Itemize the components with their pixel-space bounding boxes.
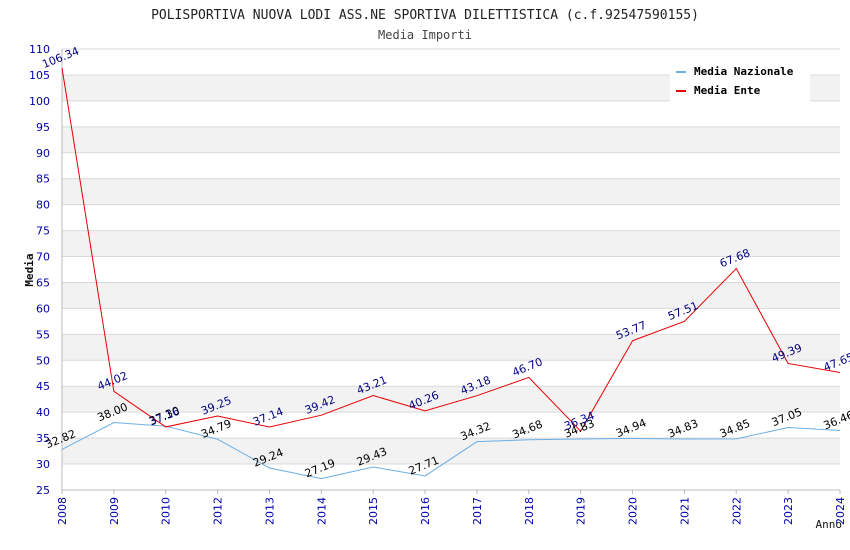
grid-band — [62, 126, 840, 153]
grid-band — [62, 386, 840, 413]
y-tick-label: 65 — [36, 276, 50, 289]
grid-band — [62, 230, 840, 257]
y-tick-label: 90 — [36, 147, 50, 160]
data-label: 34.83 — [666, 417, 700, 441]
grid-band — [62, 282, 840, 309]
data-label: 34.79 — [199, 417, 233, 441]
y-tick-label: 85 — [36, 173, 50, 186]
x-tick-label: 2014 — [315, 497, 328, 525]
x-tick-label: 2020 — [627, 497, 640, 525]
y-tick-label: 40 — [36, 406, 50, 419]
y-tick-label: 110 — [29, 43, 50, 56]
x-tick-label: 2013 — [263, 497, 276, 525]
x-tick-label: 2019 — [575, 497, 588, 525]
x-tick-label: 2021 — [678, 497, 691, 525]
x-tick-label: 2010 — [160, 497, 173, 525]
y-tick-labels: 25 30 35 40 45 50 55 60 65 70 75 80 85 90 95 100 105 110 — [29, 43, 50, 497]
y-tick-label: 30 — [36, 458, 50, 471]
y-tick-label: 105 — [29, 69, 50, 82]
grid-bands — [62, 74, 840, 465]
axes — [61, 49, 841, 494]
grid-band — [62, 438, 840, 465]
y-tick-label: 60 — [36, 302, 50, 315]
y-tick-label: 50 — [36, 354, 50, 367]
legend: Media Nazionale Media Ente — [670, 58, 810, 102]
x-tick-label: 2024 — [834, 497, 847, 525]
legend-box — [670, 58, 810, 102]
x-tick-label: 2009 — [108, 497, 121, 525]
x-tick-label: 2012 — [212, 497, 225, 525]
x-tick-label: 2018 — [523, 497, 536, 525]
chart-title: POLISPORTIVA NUOVA LODI ASS.NE SPORTIVA … — [151, 8, 699, 23]
y-tick-label: 95 — [36, 121, 50, 134]
x-tick-labels: 2008 2009 2010 2012 2013 2014 2015 2016 2017 2018… — [56, 497, 847, 525]
chart-subtitle: Media Importi — [378, 28, 472, 42]
y-tick-label: 70 — [36, 251, 50, 264]
y-tick-label: 25 — [36, 484, 50, 497]
y-tick-label: 100 — [29, 95, 50, 108]
y-tick-label: 80 — [36, 199, 50, 212]
x-tick-label: 2022 — [730, 497, 743, 525]
y-axis-label: Media — [23, 253, 36, 286]
series-line-media-ente — [61, 67, 841, 432]
grid-band — [62, 178, 840, 205]
x-tick-label: 2023 — [782, 497, 795, 525]
data-label: 34.94 — [614, 416, 648, 440]
legend-label-media-ente: Media Ente — [694, 84, 761, 97]
x-tick-label: 2017 — [471, 497, 484, 525]
grid-band — [62, 334, 840, 361]
series-line-media-nazionale — [61, 422, 841, 480]
y-tick-label: 45 — [36, 380, 50, 393]
series-lines — [61, 67, 841, 480]
legend-label-media-nazionale: Media Nazionale — [694, 65, 794, 78]
y-tick-label: 75 — [36, 225, 50, 238]
x-tick-label: 2016 — [419, 497, 432, 525]
x-axis-label: Anno — [816, 518, 843, 531]
y-tick-label: 35 — [36, 432, 50, 445]
y-tick-label: 55 — [36, 328, 50, 341]
x-tick-label: 2015 — [367, 497, 380, 525]
x-tick-label: 2008 — [56, 497, 69, 525]
